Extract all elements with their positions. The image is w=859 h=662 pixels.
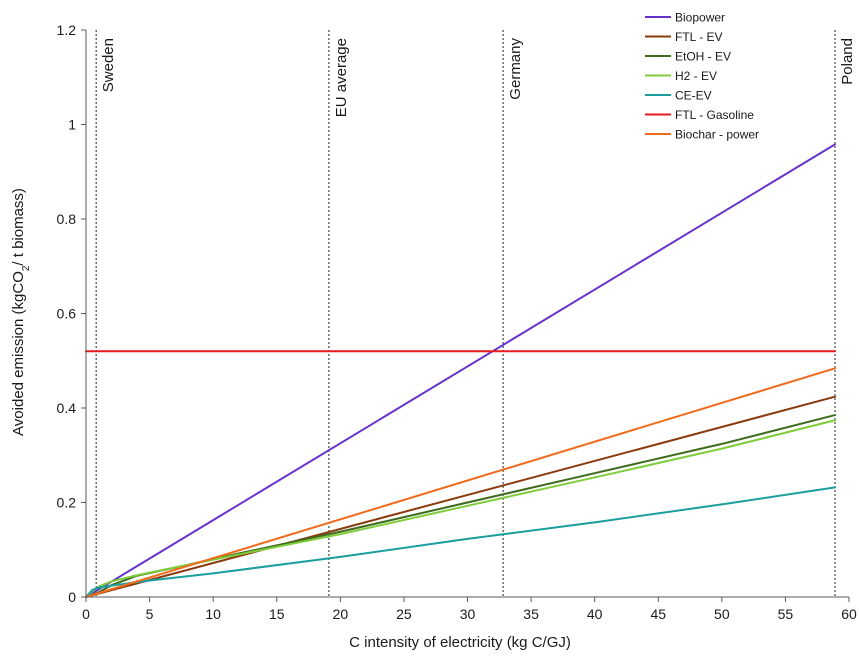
legend-label: H2 - EV xyxy=(675,69,717,83)
y-tick-label: 0.4 xyxy=(57,400,77,416)
legend-label: EtOH - EV xyxy=(675,50,731,64)
y-tick-label: 0.2 xyxy=(57,495,77,511)
reference-lines-group: Sweden EU average Germany Poland xyxy=(95,30,856,597)
x-tick-label: 35 xyxy=(523,606,539,622)
y-axis-title-prefix: Avoided emission (kgCO xyxy=(10,271,27,436)
reference-line-label: Poland xyxy=(839,38,856,85)
series-line xyxy=(85,143,837,598)
series-line xyxy=(85,414,837,598)
y-axis-title-suffix: / t biomass) xyxy=(10,188,27,266)
x-tick-label: 25 xyxy=(396,606,412,622)
x-tick-label: 50 xyxy=(714,606,730,622)
series-line xyxy=(85,395,837,598)
x-tick-label: 30 xyxy=(460,606,476,622)
legend-label: FTL - Gasoline xyxy=(675,108,754,122)
x-tick-label: 10 xyxy=(205,606,221,622)
y-tick-label: 0.8 xyxy=(57,211,77,227)
x-tick-label: 20 xyxy=(333,606,349,622)
series-lines-group xyxy=(85,143,837,598)
y-axis-title-subscript: 2 xyxy=(21,265,32,271)
series-line xyxy=(85,419,837,598)
x-tick-label: 60 xyxy=(841,606,857,622)
x-tick-label: 40 xyxy=(587,606,603,622)
y-axis-title: Avoided emission (kgCO2/ t biomass) xyxy=(10,188,32,436)
legend-label: FTL - EV xyxy=(675,30,723,44)
series-line xyxy=(85,486,837,598)
x-tick-label: 45 xyxy=(650,606,666,622)
legend-label: Biochar - power xyxy=(675,128,759,142)
x-axis-title: C intensity of electricity (kg C/GJ) xyxy=(349,634,571,651)
y-tick-label: 0.6 xyxy=(57,306,77,322)
legend: Biopower FTL - EV EtOH - EV H2 - EV CE-EV FTL… xyxy=(637,5,789,148)
legend-label: Biopower xyxy=(675,11,725,25)
reference-line-label: EU average xyxy=(333,38,350,117)
y-tick-label: 1 xyxy=(68,117,76,133)
axes-group: 0 0.2 0.4 0.6 0.8 1 1.2 0 5 10 15 20 25 30 35 40 45 50 55 6… xyxy=(57,22,857,622)
reference-line-label: Sweden xyxy=(100,38,117,92)
legend-label: CE-EV xyxy=(675,89,712,103)
x-tick-label: 55 xyxy=(778,606,794,622)
y-tick-label: 0 xyxy=(68,589,76,605)
x-tick-label: 5 xyxy=(146,606,154,622)
series-line xyxy=(85,367,837,598)
x-tick-label: 15 xyxy=(269,606,285,622)
y-tick-label: 1.2 xyxy=(57,22,77,38)
x-tick-label: 0 xyxy=(82,606,90,622)
reference-line-label: Germany xyxy=(507,38,524,100)
